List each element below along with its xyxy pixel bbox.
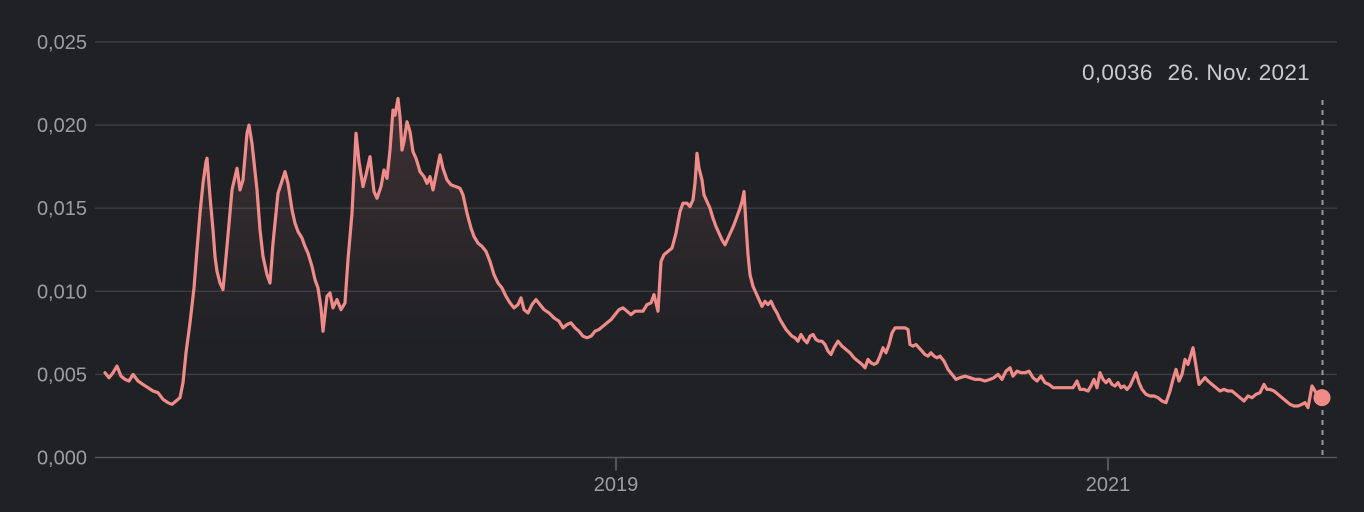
area-fill (105, 98, 1322, 458)
y-tick-label: 0,020 (37, 115, 87, 137)
last-price-marker (1313, 389, 1331, 407)
y-tick-label: 0,005 (37, 364, 87, 386)
y-tick-label: 0,025 (37, 32, 87, 54)
x-tick-label: 2019 (594, 474, 639, 496)
y-tick-label: 0,010 (37, 281, 87, 303)
y-tick-label: 0,015 (37, 198, 87, 220)
x-tick-label: 2021 (1086, 474, 1131, 496)
y-tick-label: 0,000 (37, 448, 87, 470)
price-line (103, 96, 1324, 410)
